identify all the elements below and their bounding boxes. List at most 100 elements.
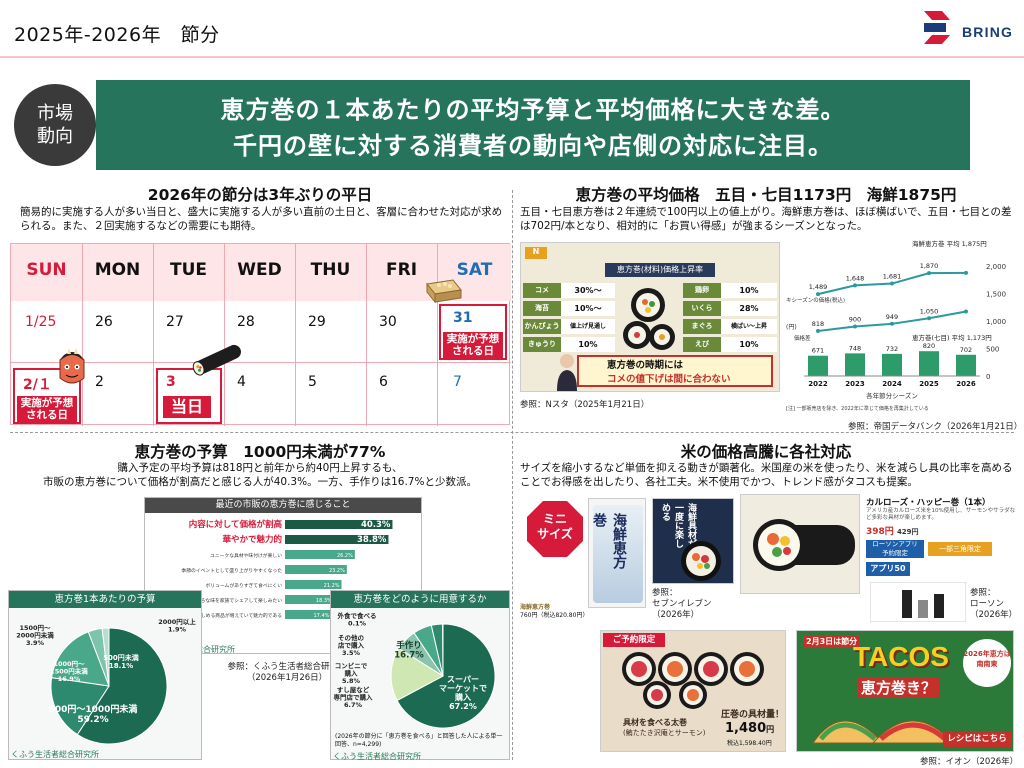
day-sat: SAT	[456, 260, 493, 280]
tv-item: 鶏卵 10%	[683, 283, 777, 298]
tv-item-name: コメ	[523, 283, 561, 298]
tv-item-name: 海苔	[523, 301, 561, 316]
grid-line	[366, 244, 367, 426]
seafood-annotation: 海鮮恵方巻 平均 1,875円	[912, 239, 987, 248]
grid-line	[224, 244, 225, 426]
price-value-label: 1,050	[920, 307, 939, 315]
seven-caption-1: 海鮮恵方巻	[520, 604, 551, 611]
price-gap-bar	[919, 351, 939, 376]
section2-title: 恵方巻の平均価格 五目・七目1173円 海鮮1875円	[575, 186, 957, 204]
lawson-roll-photo	[740, 494, 860, 594]
pie-slice	[50, 677, 110, 736]
aeon-catchcopy: 圧巻の具材量！	[721, 710, 785, 720]
tv-item-value: 30%〜	[561, 283, 615, 298]
tv-item-value: 10%	[561, 337, 615, 352]
price-gap-bar	[882, 353, 902, 376]
hbar-category-label: 子どもや若い世代が楽しめる商品が増えていて魅力的である	[153, 612, 282, 619]
bring-logo-icon	[924, 11, 950, 44]
price-value-label: 1,648	[846, 274, 865, 282]
tv-item-name: かんぴょう	[523, 319, 561, 334]
tv-corner-logo: N	[525, 247, 547, 259]
tv-item-value: 10%〜	[561, 301, 615, 316]
grid-line	[11, 362, 511, 363]
seven-ref-2: セブンイレブン	[652, 599, 712, 609]
hbar-value-label: 18.3%	[316, 598, 332, 604]
lawson-reference: 参照： ローソン （2026年）	[970, 588, 1022, 621]
bar-value-label: 671	[812, 347, 824, 355]
average-price-chart: 2,000 1,500 1,000 500 0 (円) 671 748 732 820 702 価格差…	[784, 236, 1020, 416]
hbar-category-label: 内容に対して価格が割高	[189, 519, 283, 530]
headline-banner: 恵方巻の１本あたりの平均予算と平均価格に大きな差。 千円の壁に対する消費者の動向…	[96, 80, 970, 170]
price-value-label: 818	[812, 320, 824, 328]
pie-value-label: 6.7%	[344, 701, 363, 709]
tv-item: いくら 28%	[683, 301, 777, 316]
lawson-product-title: カルローズ・ハッピー巻（1本）	[866, 498, 991, 508]
price-point	[890, 321, 894, 326]
hbar-category-label: 価格が妥当なのでいろいろな味を家族でシェアして楽しみたい	[148, 597, 282, 604]
pie-label: 500円〜1000円未満	[49, 703, 138, 715]
hbar-value-label: 17.4%	[314, 613, 330, 619]
section4-description: サイズを縮小するなど単価を抑える動きが顕著化。米国産の米を使ったり、米を減らし具…	[520, 462, 1013, 488]
y-tick-label: 1,500	[986, 291, 1006, 299]
day-thu: THU	[310, 260, 351, 280]
price-gap-bar	[808, 355, 828, 376]
tv-item-name: 鶏卵	[683, 283, 721, 298]
tv-item: コメ 30%〜	[523, 283, 615, 298]
y-tick-label: 2,000	[986, 263, 1006, 271]
tv-bottom-caption: 恵方巻の時期には コメの値下げは間に合わない	[577, 355, 773, 387]
lawson-badge-1: ローソンアプリ	[872, 540, 918, 548]
lawson-app-badge: ローソンアプリ 予約限定	[866, 540, 924, 558]
grid-line	[153, 244, 154, 426]
price-point	[853, 324, 857, 329]
tv-item-value: 28%	[721, 301, 777, 316]
lawson-price: 398円 429円	[866, 524, 1016, 537]
impression-chart-title: 最近の市販の恵方巻に感じること	[145, 498, 421, 513]
aeon-price-unit: 円	[766, 725, 775, 734]
tv-item: 海苔 10%〜	[523, 301, 615, 316]
lawson-comparison-graphic	[870, 582, 966, 622]
price-value-label: 949	[886, 313, 898, 321]
tv-item-name: きゅうり	[523, 337, 561, 352]
header-divider	[0, 56, 1024, 58]
date-1-25: 1/25	[25, 314, 57, 330]
hbar-category-label: ユニークな具材や味付けが楽しい	[210, 552, 282, 559]
pie-value-label: 3.9%	[26, 639, 45, 647]
tv-item-name: えび	[683, 337, 721, 352]
banner-line2: 千円の壁に対する消費者の動向や店側の対応に注目。	[233, 132, 833, 160]
date-2: 2	[95, 374, 104, 390]
tv-item-value: 10%	[721, 337, 777, 352]
badge-line1: 市場	[37, 103, 73, 124]
tacos-recipe-button[interactable]: レシピはこちら	[943, 731, 1011, 747]
bar-value-label: 732	[886, 345, 898, 353]
shichimoku-annotation: 恵方巻(七目) 平均 1,173円	[912, 333, 992, 342]
pie-value-label: 3.5%	[342, 649, 361, 657]
hbar-value-label: 38.8%	[357, 535, 387, 545]
budget-pie-title: 恵方巻1本あたりの予算	[9, 591, 201, 608]
x-tick-label: 2025	[919, 380, 939, 388]
hbar-value-label: 23.2%	[329, 568, 345, 574]
grid-line	[437, 244, 438, 426]
horizontal-divider	[10, 432, 1014, 433]
tacos-date: 2月3日は節分	[803, 635, 861, 648]
bar-value-label: 702	[960, 346, 972, 354]
lawson-product-desc: アメリカ産カルローズ米を10%使用し、サーモンやサラダなど多彩な具材が楽しめます…	[866, 508, 1016, 521]
pie-slice	[76, 627, 168, 745]
seven-ad-copy: 海鮮具材が一度に楽しめる	[660, 503, 696, 548]
aeon-price-value: 1,480	[725, 721, 767, 736]
mini-label-1: ミニ	[542, 512, 567, 526]
kufu-source-2: くふう生活者総合研究所	[11, 750, 99, 759]
price-point	[816, 329, 820, 334]
bar-series-label: 価格差	[794, 334, 811, 342]
price-value-label: 900	[849, 316, 861, 324]
pie-label: その他の店で購入	[338, 633, 365, 650]
hbar-category-label: ボリュームがありすぎて食べにくい	[205, 582, 282, 589]
lawson-limited-badge: 一部三角限定	[928, 542, 992, 556]
section1-description: 簡易的に実施する人が多い当日と、盛大に実施する人が多い直前の土日と、客層に合わせ…	[20, 206, 503, 232]
pie-value-label: 16.9%	[58, 675, 81, 683]
price-point	[964, 270, 968, 275]
date-28: 28	[237, 314, 255, 330]
tv-item-value: 値上げ見通し	[561, 319, 615, 334]
tv-item: きゅうり 10%	[523, 337, 615, 352]
